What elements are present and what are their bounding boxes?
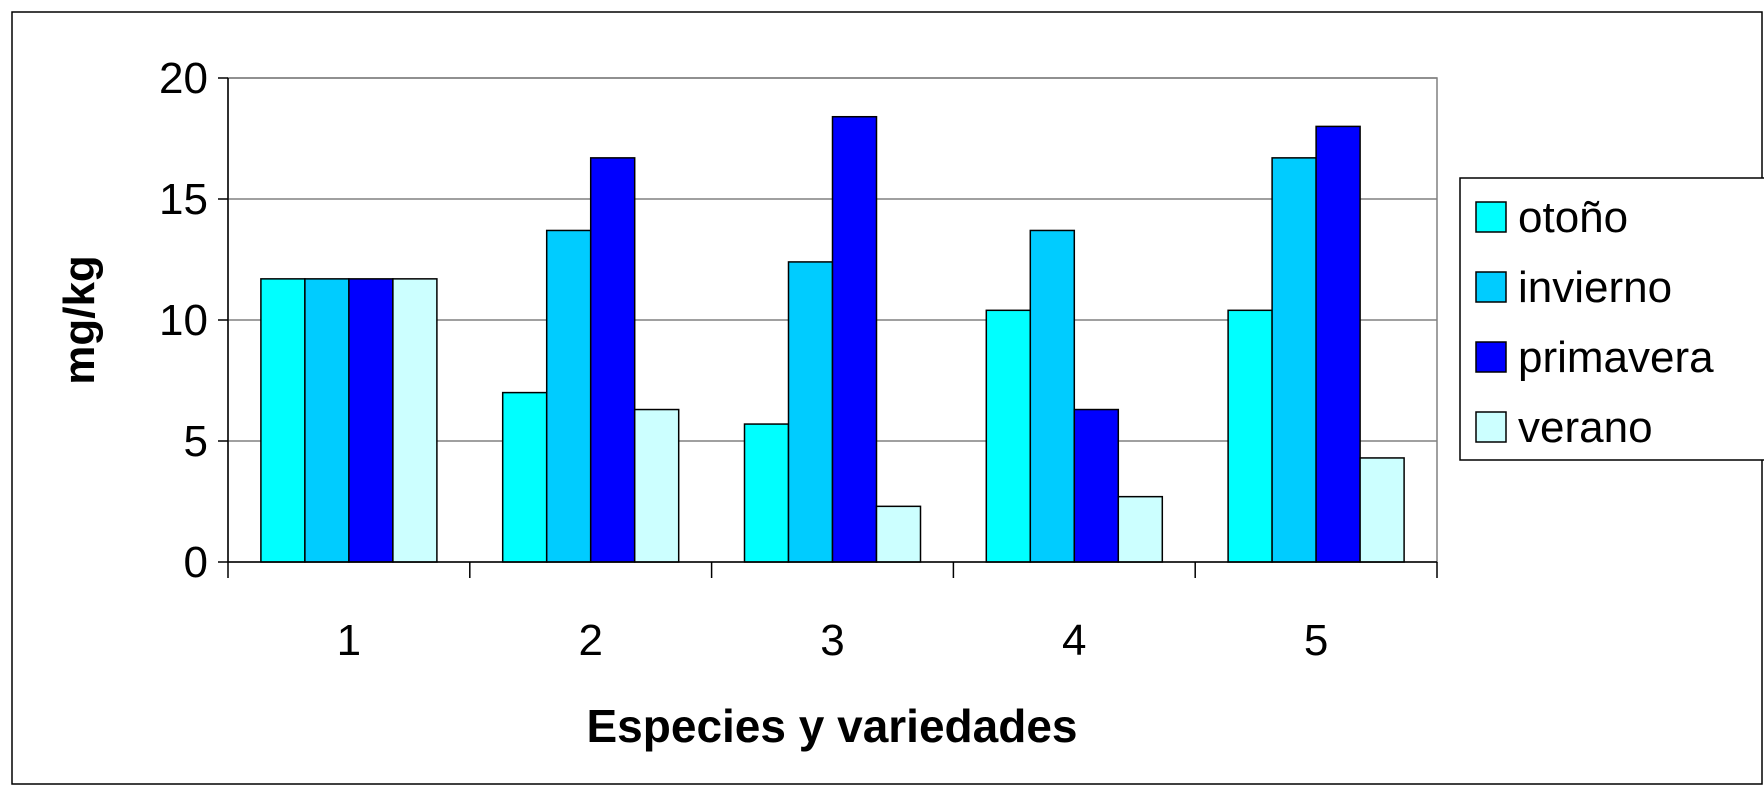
bar <box>304 278 350 563</box>
y-tick-label: 15 <box>159 175 208 224</box>
x-axis-label: Especies y variedades <box>587 700 1078 752</box>
bar <box>1029 229 1076 563</box>
y-tick-label: 10 <box>159 296 208 345</box>
y-tick-label: 5 <box>184 417 208 466</box>
bar <box>743 423 790 563</box>
bar <box>392 278 438 563</box>
legend-box <box>1459 177 1764 461</box>
bar <box>348 278 394 563</box>
x-tick-label: 5 <box>1304 616 1328 665</box>
legend-label: verano <box>1518 403 1653 452</box>
bar <box>1227 309 1273 563</box>
legend-swatch <box>1475 341 1507 373</box>
y-tick-label: 20 <box>159 54 208 103</box>
x-tick-label: 4 <box>1062 616 1086 665</box>
bar <box>260 278 306 563</box>
legend-label: invierno <box>1518 263 1672 312</box>
y-tick-label: 0 <box>184 538 208 587</box>
x-tick-label: 3 <box>820 616 844 665</box>
y-axis-label: mg/kg <box>55 255 104 385</box>
axes: 0 5 10 15 20 1 2 3 4 5 <box>159 54 1438 665</box>
legend-swatch <box>1475 411 1507 443</box>
bar <box>875 505 922 563</box>
legend-label: primavera <box>1518 333 1714 382</box>
x-tick-label: 1 <box>337 616 361 665</box>
bar <box>589 157 636 563</box>
bar <box>985 309 1032 563</box>
bar <box>545 229 592 563</box>
legend-label: otoño <box>1518 193 1628 242</box>
bar <box>831 115 878 563</box>
bar <box>1073 408 1120 563</box>
legend: otoño invierno primavera verano <box>1459 177 1764 461</box>
legend-swatch <box>1475 201 1507 233</box>
bar <box>633 408 680 563</box>
x-tick-label: 2 <box>578 616 602 665</box>
bar <box>1117 495 1164 563</box>
bar <box>787 261 834 563</box>
bars <box>260 115 1405 563</box>
bar <box>1271 157 1317 563</box>
bar <box>1315 125 1361 563</box>
bar <box>1359 457 1405 563</box>
legend-swatch <box>1475 271 1507 303</box>
bar <box>501 391 548 563</box>
